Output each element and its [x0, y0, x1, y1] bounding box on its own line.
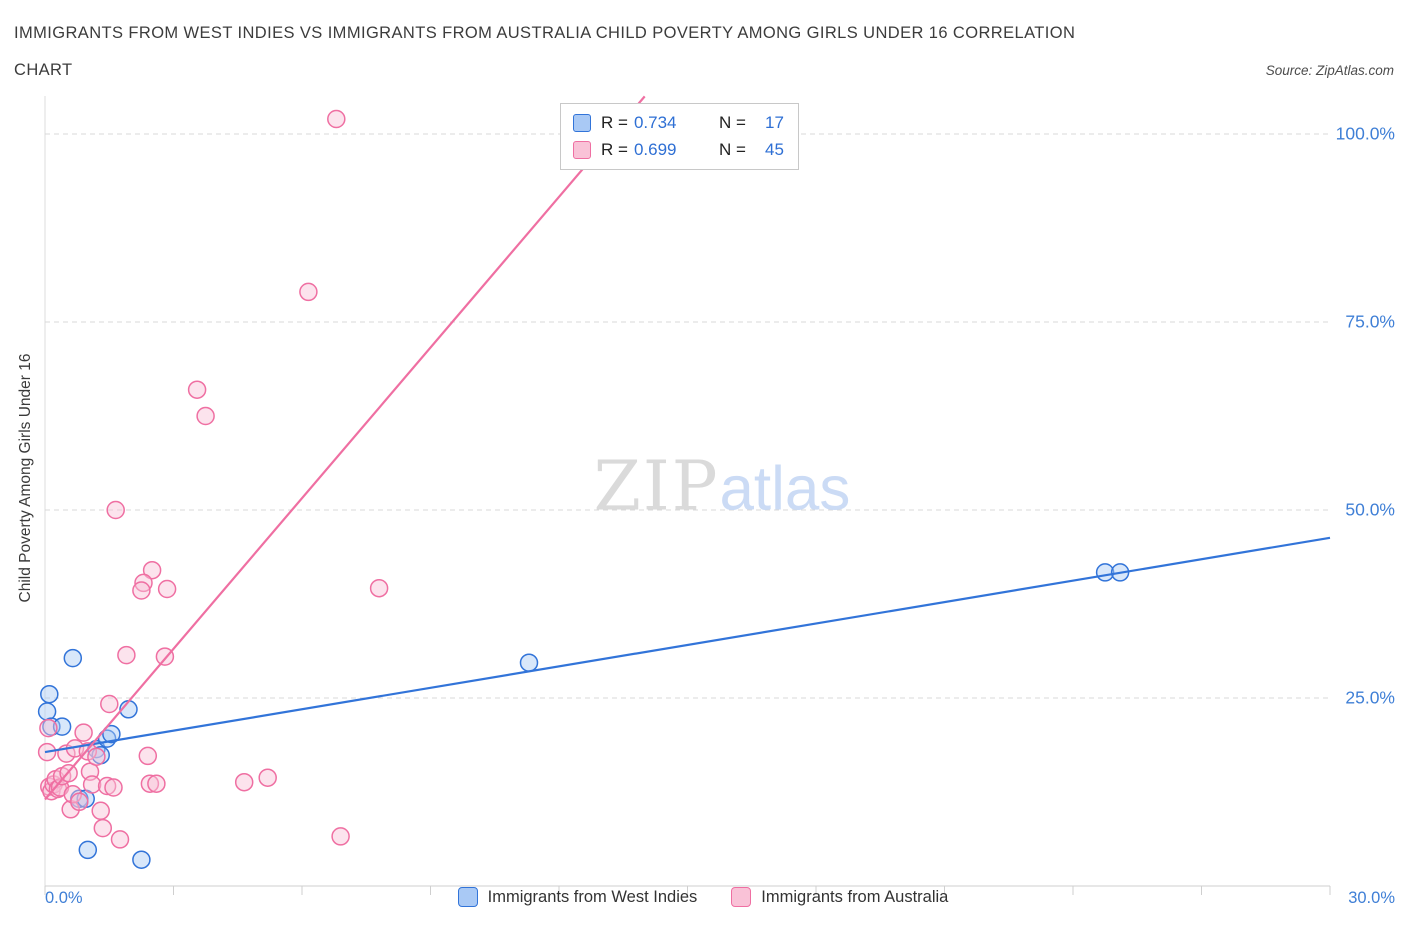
r-value-australia: 0.699	[633, 140, 677, 159]
n-label: N =	[719, 113, 746, 132]
point-australia	[74, 723, 93, 742]
point-west-indies	[78, 840, 98, 860]
y-tick-label: 75.0%	[1345, 311, 1395, 332]
point-australia	[39, 718, 58, 738]
point-west-indies	[42, 717, 61, 736]
n-value-australia: 45	[765, 140, 784, 159]
point-australia	[138, 746, 158, 766]
page-title: IMMIGRANTS FROM WEST INDIES VS IMMIGRANT…	[14, 24, 1076, 42]
point-australia	[147, 774, 166, 793]
australia-legend-label: Immigrants from Australia	[761, 887, 949, 906]
point-west-indies	[52, 717, 72, 736]
point-west-indies	[132, 850, 151, 869]
australia-legend-swatch	[731, 887, 752, 907]
point-australia	[87, 747, 106, 766]
point-australia	[234, 772, 254, 792]
legend-item-west-indies: Immigrants from West Indies	[457, 887, 698, 907]
point-australia	[142, 560, 162, 580]
point-australia	[117, 645, 136, 665]
point-australia	[106, 500, 125, 520]
west-indies-swatch	[573, 114, 591, 132]
point-australia	[104, 778, 123, 797]
r-value-west-indies: 0.734	[633, 113, 677, 132]
point-australia	[63, 785, 83, 804]
point-australia	[258, 768, 277, 787]
page-title-line2: CHART	[14, 61, 73, 79]
point-australia	[299, 282, 318, 302]
y-tick-label: 25.0%	[1345, 687, 1395, 708]
point-australia	[82, 775, 102, 794]
point-australia	[187, 380, 207, 399]
x-axis-max-label: 30.0%	[1348, 889, 1395, 907]
point-australia	[70, 792, 89, 812]
point-west-indies	[102, 724, 121, 744]
correlation-legend: R = 0.734 N = 17 R = 0.699 N = 45	[560, 103, 799, 170]
point-australia	[97, 776, 117, 796]
source-attribution: Source: ZipAtlas.com	[1265, 63, 1394, 78]
australia-swatch	[573, 141, 591, 159]
y-tick-label: 100.0%	[1335, 123, 1395, 144]
legend-row-australia: R = 0.699 N = 45	[573, 140, 784, 160]
west-indies-legend-swatch	[457, 887, 478, 907]
legend-row-west-indies: R = 0.734 N = 17	[573, 113, 784, 133]
point-west-indies	[519, 653, 539, 672]
point-west-indies	[63, 648, 83, 668]
trend-line-australia	[44, 95, 646, 801]
legend-item-australia: Immigrants from Australia	[731, 887, 948, 907]
point-australia	[100, 694, 119, 714]
point-australia	[327, 109, 346, 129]
point-australia	[196, 406, 215, 426]
point-australia	[93, 818, 113, 838]
point-australia	[132, 581, 151, 600]
point-australia	[157, 579, 177, 599]
point-west-indies	[40, 684, 59, 704]
r-label: R =	[601, 113, 628, 132]
point-australia	[110, 830, 130, 849]
point-australia	[140, 774, 160, 793]
trend-line-west-indies	[44, 536, 1331, 754]
west-indies-legend-label: Immigrants from West Indies	[487, 887, 698, 906]
n-value-west-indies: 17	[765, 113, 784, 132]
series-legend: Immigrants from West Indies Immigrants f…	[0, 887, 1406, 907]
point-australia	[91, 801, 110, 821]
point-australia	[369, 578, 389, 598]
x-axis-min-label: 0.0%	[45, 889, 83, 907]
y-tick-label: 50.0%	[1345, 499, 1395, 520]
point-australia	[331, 827, 350, 846]
r-label: R =	[601, 140, 628, 159]
n-label: N =	[719, 140, 746, 159]
point-west-indies	[37, 702, 57, 721]
